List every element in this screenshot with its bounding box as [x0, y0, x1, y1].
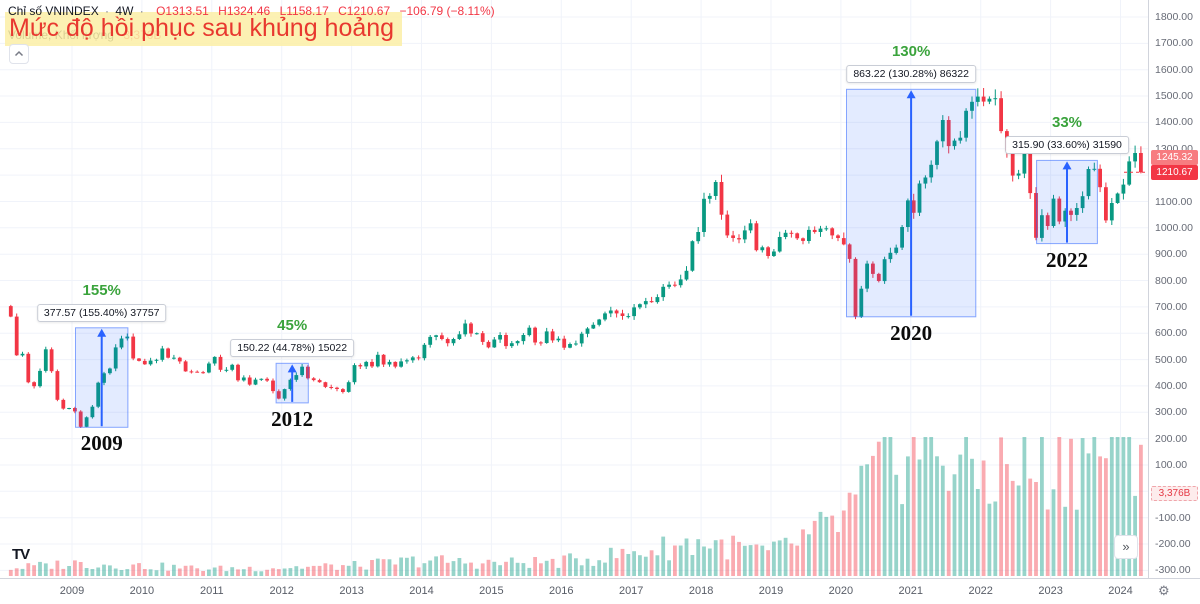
year-tick-label: 2020	[828, 585, 854, 597]
legend-separator: ·	[139, 4, 144, 18]
legend-separator: ·	[105, 4, 110, 18]
year-tick-label: 2019	[758, 585, 784, 597]
price-mark-last: 1210.67	[1151, 165, 1198, 181]
price-tick-label: 1700.00	[1155, 37, 1193, 50]
gear-icon: ⚙	[1158, 583, 1170, 598]
price-tick-label: 1000.00	[1155, 221, 1193, 234]
scroll-right-button[interactable]: »	[1114, 535, 1138, 559]
year-tick-label: 2015	[479, 585, 504, 597]
price-tick-label: 700.00	[1155, 300, 1188, 313]
price-tick-label: 300.00	[1155, 406, 1188, 419]
year-tick-label: 2016	[549, 585, 574, 597]
price-tick-label: -100.00	[1155, 511, 1191, 524]
legend-open: O1313.51	[156, 4, 209, 18]
year-tick-label: 2018	[688, 585, 714, 597]
legend-change: −106.79 (−8.11%)	[399, 4, 495, 18]
candlestick-series	[8, 88, 1143, 428]
tradingview-logo[interactable]: TV	[12, 546, 30, 563]
price-tick-label: 1800.00	[1155, 11, 1193, 23]
price-tick-label: 1400.00	[1155, 116, 1193, 129]
recovery-range-box-2009[interactable]	[75, 327, 129, 428]
recovery-range-box-2012[interactable]	[275, 362, 309, 404]
price-tick-label: 100.00	[1155, 459, 1188, 471]
symbol-legend-row[interactable]: Chỉ số VNINDEX · 4W · O1313.51 H1324.46 …	[8, 4, 495, 18]
price-tick-label: 200.00	[1155, 432, 1188, 445]
recovery-range-box-2020[interactable]	[846, 88, 977, 318]
legend-high: H1324.46	[218, 4, 271, 18]
legend-close: C1210.67	[338, 4, 391, 18]
price-tick-label: 1100.00	[1155, 195, 1193, 208]
price-tick-label: -300.00	[1155, 564, 1191, 577]
price-tick-label: 900.00	[1155, 248, 1188, 261]
price-tick-label: 1500.00	[1155, 90, 1193, 102]
axis-settings-corner[interactable]: ⚙	[1148, 578, 1200, 604]
volume-mark: 3,376B	[1151, 486, 1198, 501]
year-tick-label: 2011	[199, 585, 224, 597]
time-axis[interactable]: 2009 2010 2011 2012 2013 2014 2015 2016 2017 2018…	[0, 578, 1200, 604]
chart-canvas[interactable]	[0, 0, 1148, 578]
legend-interval: 4W	[115, 4, 134, 18]
legend-low: L1158.17	[279, 4, 329, 18]
year-tick-label: 2013	[339, 585, 364, 597]
year-tick-label: 2017	[618, 585, 644, 597]
legend-collapse-button[interactable]	[9, 44, 29, 64]
year-tick-label: 2022	[968, 585, 993, 597]
price-tick-label: 1600.00	[1155, 63, 1193, 76]
price-axis[interactable]: 1800.00 1700.00 1600.00 1500.00 1400.00 1300.…	[1148, 0, 1200, 578]
year-tick-label: 2009	[59, 585, 85, 597]
chevron-up-icon	[14, 50, 24, 57]
price-tick-label: 800.00	[1155, 274, 1188, 287]
price-tick-label: -200.00	[1155, 538, 1191, 550]
price-tick-label: 600.00	[1155, 327, 1188, 340]
price-tick-label: 400.00	[1155, 379, 1188, 392]
price-tick-label: 500.00	[1155, 353, 1188, 366]
year-tick-label: 2012	[269, 585, 294, 597]
year-tick-label: 2021	[898, 585, 924, 597]
year-tick-label: 2024	[1108, 585, 1133, 597]
recovery-range-box-2022[interactable]	[1036, 159, 1098, 245]
year-tick-label: 2014	[409, 585, 434, 597]
year-tick-label: 2010	[129, 585, 155, 597]
price-mark-previous: 1245.32	[1151, 150, 1198, 166]
chart-annotation-title[interactable]: Mức độ hồi phục sau khủng hoảng	[5, 12, 403, 46]
legend-symbol: Chỉ số VNINDEX	[8, 4, 99, 18]
volume-series	[8, 437, 1143, 576]
year-tick-label: 2023	[1038, 585, 1063, 597]
